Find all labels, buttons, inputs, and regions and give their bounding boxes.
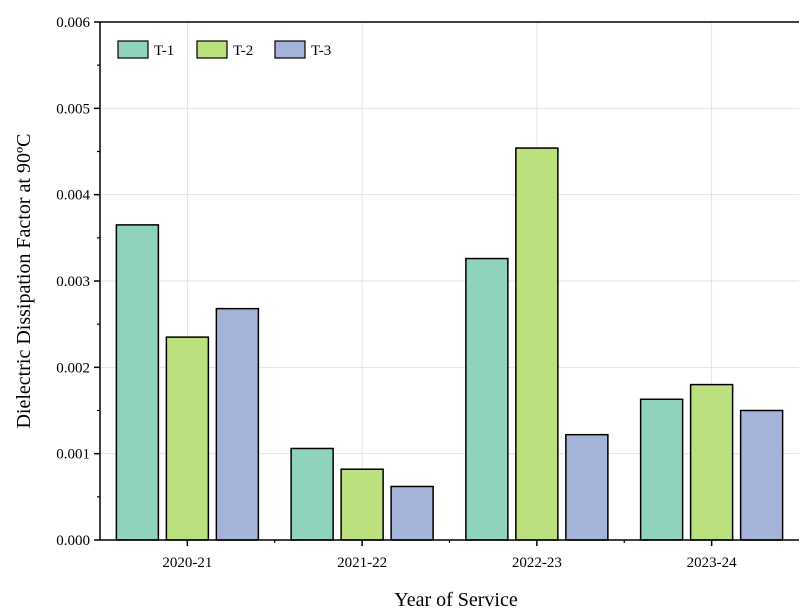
- x-tick-label: 2023-24: [687, 555, 737, 571]
- x-axis-ticks: 2020-21 2021-22 2022-23 2023-24: [162, 540, 737, 571]
- x-tick-label: 2020-21: [162, 555, 212, 571]
- bar-t-3-2021-22: [390, 485, 434, 541]
- legend-label-t-3: T-3: [311, 43, 331, 59]
- legend: T-1 T-2 T-3: [117, 40, 331, 59]
- bar-t-3-2022-23: [565, 433, 609, 541]
- y-tick-label: 0.006: [56, 15, 90, 31]
- bars: [115, 147, 784, 541]
- x-axis-title: Year of Service: [394, 589, 518, 611]
- bar-t-3-2020-21: [215, 307, 260, 541]
- bar-t-3-2023-24: [739, 409, 784, 541]
- bar-t-2-2022-23: [515, 147, 559, 541]
- y-axis-ticks: 0.000 0.001 0.002 0.003 0.004 0.005 0.006: [56, 15, 100, 549]
- y-axis-title: Dielectric Dissipation Factor at 90ºC: [13, 133, 35, 428]
- bar-t-1-2022-23: [465, 257, 509, 541]
- x-tick-label: 2022-23: [512, 555, 562, 571]
- y-tick-label: 0.004: [56, 188, 90, 204]
- bar-t-2-2023-24: [689, 383, 734, 541]
- legend-label-t-1: T-1: [154, 43, 174, 59]
- bar-t-2-2021-22: [340, 468, 384, 541]
- bar-t-1-2021-22: [290, 447, 334, 541]
- legend-swatch-t-2: [196, 40, 228, 59]
- legend-swatch-t-3: [274, 40, 306, 59]
- y-tick-label: 0.001: [56, 447, 90, 463]
- x-tick-label: 2021-22: [337, 555, 387, 571]
- bar-t-1-2023-24: [639, 398, 684, 541]
- y-tick-label: 0.000: [56, 533, 90, 549]
- y-tick-label: 0.002: [56, 360, 90, 376]
- bar-t-1-2020-21: [115, 224, 160, 541]
- y-tick-label: 0.005: [56, 101, 90, 117]
- legend-label-t-2: T-2: [233, 43, 253, 59]
- legend-swatch-t-1: [117, 40, 149, 59]
- bar-t-2-2020-21: [165, 336, 210, 541]
- y-tick-label: 0.003: [56, 274, 90, 290]
